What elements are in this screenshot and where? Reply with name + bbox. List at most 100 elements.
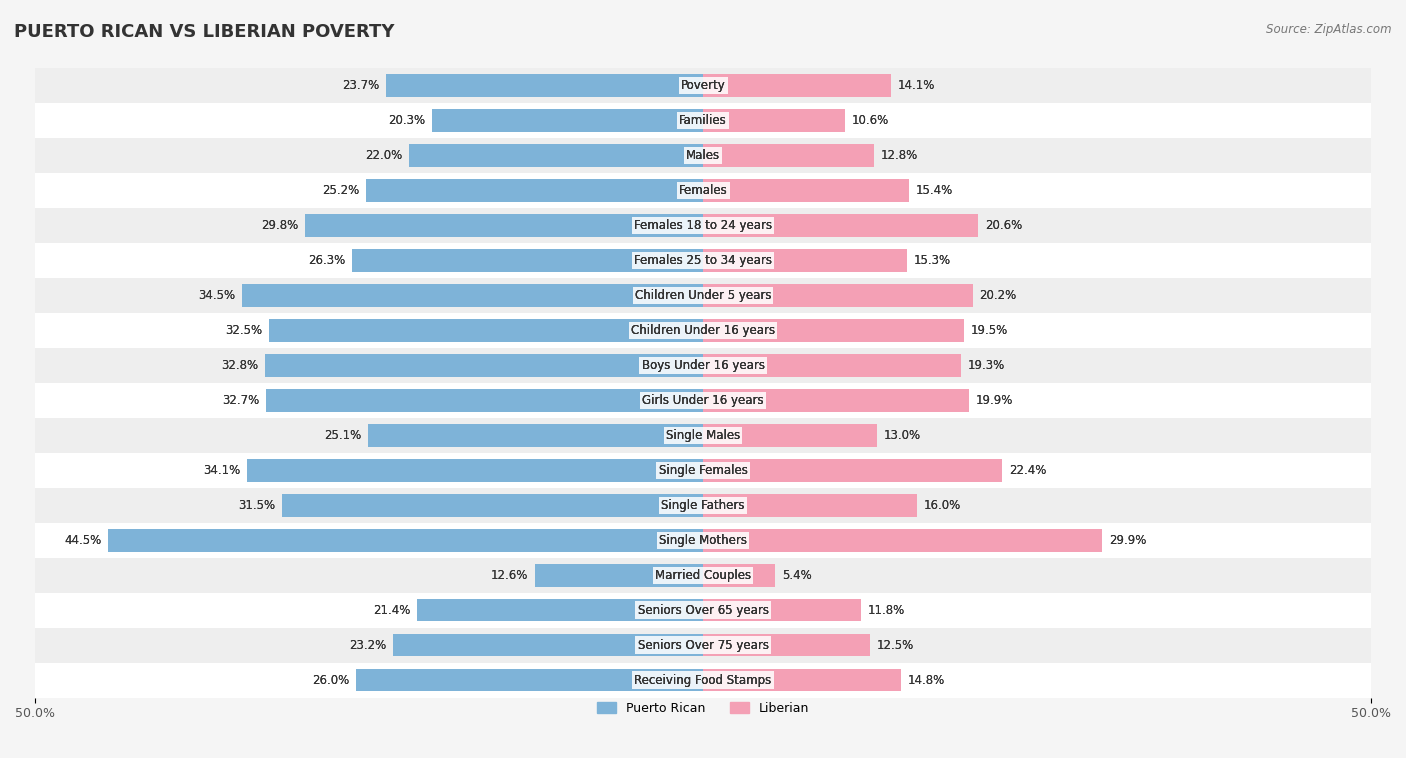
Bar — [703, 109, 845, 132]
FancyBboxPatch shape — [35, 558, 1371, 593]
FancyBboxPatch shape — [35, 487, 1371, 523]
Bar — [269, 319, 703, 342]
Text: Single Males: Single Males — [666, 429, 740, 442]
Bar — [305, 214, 703, 236]
Text: 20.6%: 20.6% — [984, 219, 1022, 232]
Text: Seniors Over 75 years: Seniors Over 75 years — [637, 638, 769, 652]
Text: Poverty: Poverty — [681, 79, 725, 92]
Bar — [264, 354, 703, 377]
Text: 32.7%: 32.7% — [222, 394, 260, 407]
Text: 21.4%: 21.4% — [373, 603, 411, 616]
Bar — [703, 214, 979, 236]
Text: Single Males: Single Males — [666, 429, 740, 442]
Bar — [703, 354, 960, 377]
Text: Children Under 5 years: Children Under 5 years — [634, 289, 772, 302]
Bar — [247, 459, 703, 481]
Bar — [703, 144, 875, 167]
Legend: Puerto Rican, Liberian: Puerto Rican, Liberian — [592, 697, 814, 719]
Bar — [418, 599, 703, 622]
Bar — [703, 424, 877, 446]
Text: 19.9%: 19.9% — [976, 394, 1012, 407]
Text: 11.8%: 11.8% — [868, 603, 904, 616]
FancyBboxPatch shape — [35, 68, 1371, 103]
Text: 16.0%: 16.0% — [924, 499, 960, 512]
Bar — [703, 284, 973, 307]
Bar — [703, 389, 969, 412]
Text: Females 18 to 24 years: Females 18 to 24 years — [634, 219, 772, 232]
Text: Single Fathers: Single Fathers — [661, 499, 745, 512]
Text: 22.4%: 22.4% — [1010, 464, 1046, 477]
Bar — [432, 109, 703, 132]
Text: 5.4%: 5.4% — [782, 568, 811, 581]
FancyBboxPatch shape — [35, 418, 1371, 453]
Text: 12.5%: 12.5% — [877, 638, 914, 652]
Bar — [356, 669, 703, 691]
Bar — [264, 354, 703, 377]
Text: Girls Under 16 years: Girls Under 16 years — [643, 394, 763, 407]
Text: 20.6%: 20.6% — [984, 219, 1022, 232]
Text: 15.4%: 15.4% — [915, 184, 953, 197]
Text: 32.8%: 32.8% — [221, 359, 259, 372]
Text: Children Under 5 years: Children Under 5 years — [634, 289, 772, 302]
Text: 23.7%: 23.7% — [343, 79, 380, 92]
Bar — [703, 74, 891, 97]
Bar — [703, 529, 1102, 552]
Text: 31.5%: 31.5% — [239, 499, 276, 512]
Text: 19.5%: 19.5% — [970, 324, 1008, 337]
Text: 12.5%: 12.5% — [877, 638, 914, 652]
Text: Seniors Over 75 years: Seniors Over 75 years — [637, 638, 769, 652]
FancyBboxPatch shape — [35, 453, 1371, 487]
Text: 12.6%: 12.6% — [491, 568, 529, 581]
FancyBboxPatch shape — [35, 243, 1371, 278]
Bar — [247, 459, 703, 481]
Bar — [352, 249, 703, 272]
Text: Seniors Over 65 years: Seniors Over 65 years — [637, 603, 769, 616]
Text: 14.1%: 14.1% — [898, 79, 935, 92]
FancyBboxPatch shape — [35, 383, 1371, 418]
Text: 34.5%: 34.5% — [198, 289, 235, 302]
Text: 21.4%: 21.4% — [373, 603, 411, 616]
Bar — [703, 459, 1002, 481]
FancyBboxPatch shape — [35, 103, 1371, 138]
Bar — [266, 389, 703, 412]
Text: Married Couples: Married Couples — [655, 568, 751, 581]
Text: 44.5%: 44.5% — [65, 534, 101, 547]
Text: Males: Males — [686, 149, 720, 162]
Text: Receiving Food Stamps: Receiving Food Stamps — [634, 674, 772, 687]
Text: 29.9%: 29.9% — [1109, 534, 1146, 547]
Bar — [703, 179, 908, 202]
Text: Single Mothers: Single Mothers — [659, 534, 747, 547]
Text: 31.5%: 31.5% — [239, 499, 276, 512]
Bar — [703, 284, 973, 307]
Text: Receiving Food Stamps: Receiving Food Stamps — [634, 674, 772, 687]
Bar — [352, 249, 703, 272]
Text: Poverty: Poverty — [681, 79, 725, 92]
Text: 23.7%: 23.7% — [343, 79, 380, 92]
Text: Seniors Over 65 years: Seniors Over 65 years — [637, 603, 769, 616]
Text: 15.4%: 15.4% — [915, 184, 953, 197]
FancyBboxPatch shape — [35, 593, 1371, 628]
FancyBboxPatch shape — [35, 208, 1371, 243]
FancyBboxPatch shape — [35, 173, 1371, 208]
Text: 15.3%: 15.3% — [914, 254, 952, 267]
Text: 29.8%: 29.8% — [262, 219, 298, 232]
Text: Females 18 to 24 years: Females 18 to 24 years — [634, 219, 772, 232]
FancyBboxPatch shape — [35, 173, 1371, 208]
Text: 19.9%: 19.9% — [976, 394, 1012, 407]
Text: 12.6%: 12.6% — [491, 568, 529, 581]
Text: Children Under 16 years: Children Under 16 years — [631, 324, 775, 337]
Bar — [367, 179, 703, 202]
Text: Females 25 to 34 years: Females 25 to 34 years — [634, 254, 772, 267]
Bar — [703, 599, 860, 622]
Bar — [108, 529, 703, 552]
Text: Families: Families — [679, 114, 727, 127]
Text: Boys Under 16 years: Boys Under 16 years — [641, 359, 765, 372]
Bar — [703, 634, 870, 656]
Text: Children Under 16 years: Children Under 16 years — [631, 324, 775, 337]
FancyBboxPatch shape — [35, 383, 1371, 418]
Bar — [266, 389, 703, 412]
Text: 19.3%: 19.3% — [967, 359, 1005, 372]
Text: 25.2%: 25.2% — [322, 184, 360, 197]
Text: 25.1%: 25.1% — [323, 429, 361, 442]
FancyBboxPatch shape — [35, 487, 1371, 523]
